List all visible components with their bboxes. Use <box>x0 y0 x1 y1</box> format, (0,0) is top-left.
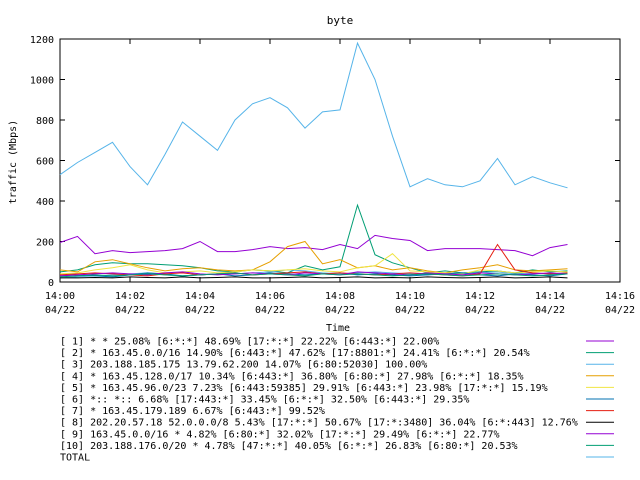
x-tick-time: 14:04 <box>185 291 215 302</box>
legend-label: TOTAL <box>60 453 90 464</box>
x-tick-date: 04/22 <box>395 305 425 316</box>
series-lines <box>59 41 568 279</box>
x-axis-label: Time <box>326 323 350 334</box>
legend: [ 1] * * 25.08% [6:*:*] 48.69% [17:*:*] … <box>60 337 614 464</box>
legend-label: [ 6] *:: *:: 6.68% [17:443:*] 33.45% [6:… <box>60 395 469 406</box>
y-tick-label: 0 <box>48 278 54 289</box>
series-line <box>59 41 568 189</box>
legend-label: [10] 203.188.176.0/20 * 4.78% [47:*:*] 4… <box>60 441 518 452</box>
series-line <box>59 271 568 277</box>
plot-area <box>59 38 621 283</box>
y-tick-label: 400 <box>36 197 54 208</box>
x-tick-date: 04/22 <box>45 305 75 316</box>
x-tick-time: 14:16 <box>605 291 635 302</box>
x-tick-time: 14:08 <box>325 291 355 302</box>
series-line <box>59 240 568 274</box>
legend-label: [ 3] 203.188.185.175 13.79.62.200 14.07%… <box>60 360 427 371</box>
legend-label: [ 9] 163.45.0.0/16 * 4.82% [6:80:*] 32.0… <box>60 429 500 440</box>
legend-label: [ 1] * * 25.08% [6:*:*] 48.69% [17:*:*] … <box>60 337 439 348</box>
x-tick-date: 04/22 <box>605 305 635 316</box>
y-tick-label: 600 <box>36 157 54 168</box>
x-tick-time: 14:14 <box>535 291 565 302</box>
x-tick-date: 04/22 <box>465 305 495 316</box>
y-tick-label: 800 <box>36 116 54 127</box>
x-tick-date: 04/22 <box>325 305 355 316</box>
x-tick-time: 14:06 <box>255 291 285 302</box>
legend-label: [ 7] * 163.45.179.189 6.67% [6:443:*] 99… <box>60 406 325 417</box>
y-tick-label: 1200 <box>30 35 54 46</box>
x-tick-date: 04/22 <box>535 305 565 316</box>
y-axis-label: traffic (Mbps) <box>8 120 19 204</box>
series-line <box>59 234 568 257</box>
x-tick-date: 04/22 <box>185 305 215 316</box>
legend-label: [ 5] * 163.45.96.0/23 7.23% [6:443:59385… <box>60 383 548 394</box>
y-tick-label: 200 <box>36 238 54 249</box>
x-tick-time: 14:02 <box>115 291 145 302</box>
series-line <box>59 272 568 278</box>
legend-label: [ 4] * 163.45.128.0/17 10.34% [6:443:*] … <box>60 371 524 382</box>
series-line <box>60 276 568 279</box>
legend-label: [ 2] * 163.45.0.0/16 14.90% [6:443:*] 47… <box>60 348 530 359</box>
plot-border <box>59 38 621 283</box>
x-tick-date: 04/22 <box>115 305 145 316</box>
x-tick-time: 14:10 <box>395 291 425 302</box>
x-tick-time: 14:00 <box>45 291 75 302</box>
chart-title: byte <box>327 14 354 27</box>
axes: 0 200 400 600 800 1000 1200 14:00 04/22 14:02 04/2… <box>30 35 635 316</box>
x-tick-time: 14:12 <box>465 291 495 302</box>
series-line <box>59 253 568 275</box>
x-tick-date: 04/22 <box>255 305 285 316</box>
y-tick-label: 1000 <box>30 76 54 87</box>
series-line <box>59 203 568 274</box>
legend-label: [ 8] 202.20.57.18 52.0.0.0/8 5.43% [17:*… <box>60 418 578 429</box>
